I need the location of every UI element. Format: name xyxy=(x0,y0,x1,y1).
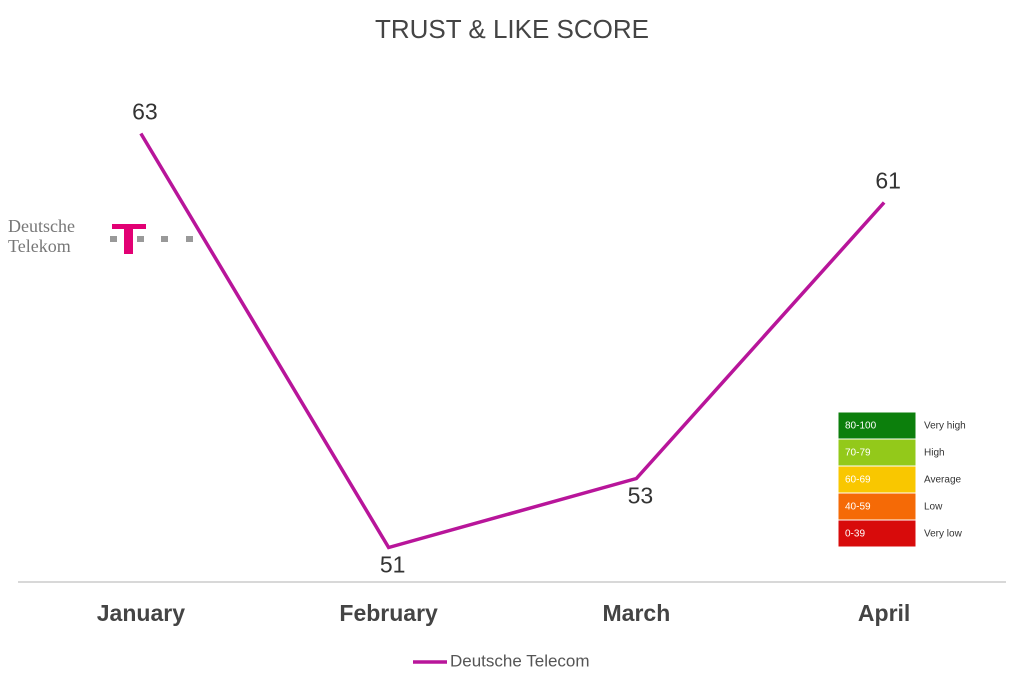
x-tick-label: January xyxy=(97,600,185,626)
data-label: 61 xyxy=(875,168,901,194)
scale-label: Very low xyxy=(924,529,963,540)
scale-swatch xyxy=(837,492,917,521)
scale-range: 80-100 xyxy=(845,421,877,432)
data-label: 53 xyxy=(628,483,654,509)
scale-range: 60-69 xyxy=(845,475,871,486)
data-label: 63 xyxy=(132,99,158,125)
data-label: 51 xyxy=(380,552,406,578)
x-tick-label: February xyxy=(339,600,438,626)
logo-dot xyxy=(186,236,193,242)
scale-label: Low xyxy=(924,502,943,513)
logo-dot xyxy=(110,236,117,242)
scale-swatch xyxy=(837,519,917,548)
series-line xyxy=(139,132,886,550)
scale-range: 40-59 xyxy=(845,502,871,513)
chart-title: TRUST & LIKE SCORE xyxy=(375,14,649,44)
scale-label: Very high xyxy=(924,421,966,432)
scale-swatch xyxy=(837,411,917,440)
logo-text: Telekom xyxy=(8,236,71,256)
scale-label: High xyxy=(924,448,945,459)
logo-dot xyxy=(161,236,168,242)
scale-range: 70-79 xyxy=(845,448,871,459)
scale-label: Average xyxy=(924,475,962,486)
logo-t xyxy=(124,224,133,254)
logo-text: Deutsche xyxy=(8,216,75,236)
legend-label: Deutsche Telecom xyxy=(450,651,590,670)
scale-swatch xyxy=(837,438,917,467)
scale-swatch xyxy=(837,465,917,494)
logo-dot xyxy=(137,236,144,242)
x-tick-label: March xyxy=(603,600,671,626)
scale-range: 0-39 xyxy=(845,529,865,540)
logo: Deutsche Telekom xyxy=(8,216,193,256)
x-tick-label: April xyxy=(858,600,910,626)
